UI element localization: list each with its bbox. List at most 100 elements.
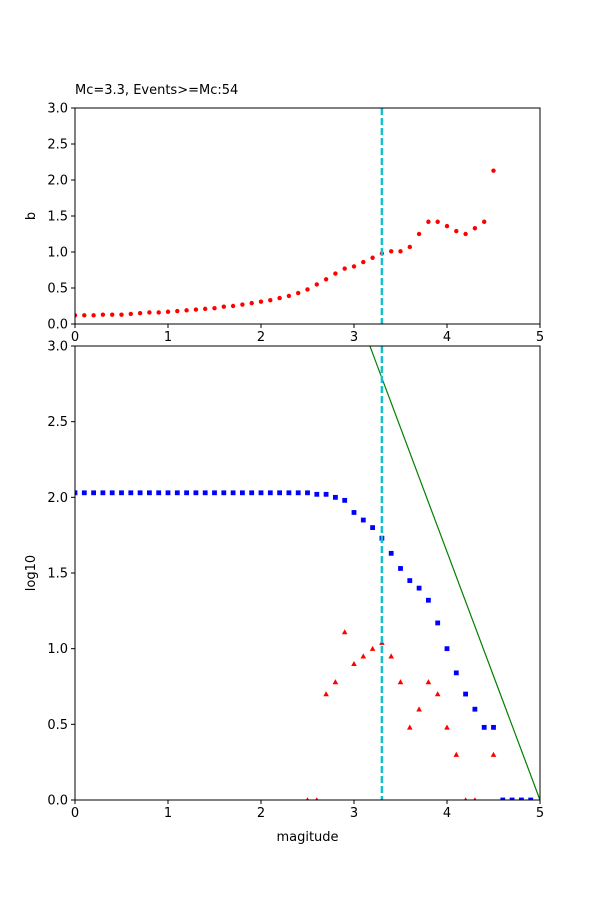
cumulative-point: [202, 490, 208, 496]
cumulative-series: [75, 490, 534, 800]
b-value-point: [472, 226, 478, 231]
cumulative-point: [370, 525, 375, 530]
cumulative-point: [463, 691, 468, 697]
cumulative-point: [75, 490, 78, 496]
b-value-point: [416, 231, 422, 237]
cumulative-point: [184, 490, 189, 496]
cumulative-point: [398, 566, 403, 571]
cumulative-point: [351, 510, 357, 515]
cumulative-point: [500, 797, 506, 800]
cumulative-point: [147, 490, 152, 496]
cumulative-point: [481, 724, 487, 730]
y-tick-label: 3.0: [47, 102, 68, 117]
b-value-point: [212, 305, 217, 311]
b-value-point: [444, 223, 450, 229]
b-value-point: [426, 219, 431, 224]
b-value-point: [165, 309, 171, 314]
cumulative-point: [174, 490, 180, 496]
y-tick-label: 1.5: [47, 567, 68, 582]
cumulative-point: [342, 497, 348, 503]
cumulative-point: [519, 797, 524, 800]
non-cumulative-point: [397, 679, 404, 685]
b-value-point: [407, 244, 412, 250]
non-cumulative-point: [351, 661, 357, 667]
non-cumulative-point: [323, 691, 329, 697]
cumulative-point: [81, 490, 87, 496]
x-tick-label: 0: [71, 806, 79, 821]
b-value-point: [137, 311, 143, 316]
b-value-point: [333, 271, 338, 276]
non-cumulative-point: [416, 706, 422, 712]
y-tick-label: 0.5: [47, 718, 68, 733]
cumulative-point: [453, 670, 459, 676]
non-cumulative-point: [425, 679, 432, 685]
non-cumulative-point: [388, 653, 394, 659]
b-value-point: [277, 295, 282, 301]
x-tick-label: 1: [164, 806, 172, 821]
cumulative-point: [193, 490, 199, 496]
x-tick-label: 5: [536, 806, 544, 821]
x-tick-label: 3: [350, 330, 358, 345]
b-value-point: [249, 300, 254, 306]
cumulative-point: [286, 490, 292, 496]
cumulative-point: [435, 620, 441, 626]
b-value-point: [398, 249, 403, 254]
b-value-point: [203, 306, 208, 312]
cumulative-point: [509, 797, 515, 800]
cumulative-point: [277, 490, 282, 496]
non-cumulative-point: [464, 797, 468, 800]
b-value-point: [75, 313, 78, 318]
y-tick-label: 2.0: [47, 174, 68, 189]
cumulative-point: [249, 490, 255, 496]
cumulative-point: [491, 724, 496, 730]
b-value-point: [482, 219, 487, 224]
cumulative-point: [472, 706, 478, 712]
cumulative-point: [119, 490, 124, 496]
cumulative-point: [323, 491, 329, 497]
non-cumulative-point: [315, 797, 319, 800]
cumulative-point: [388, 550, 394, 556]
chart-title: Mc=3.3, Events>=Mc:54: [75, 83, 238, 98]
y-tick-label: 3.0: [47, 340, 68, 355]
b-value-point: [314, 282, 319, 287]
cumulative-point: [212, 490, 217, 496]
b-value-point: [435, 219, 440, 224]
cumulative-point: [128, 490, 134, 496]
b-value-series: [75, 168, 496, 318]
cumulative-point: [230, 490, 236, 496]
b-value-panel: 0 1 2 3 4 5 0.0 0.5 1.0 1.5 2.0 2.5 3.0 Mc=3.3, Event…: [24, 83, 544, 345]
y-tick-label: 1.0: [47, 642, 68, 657]
cumulative-point: [100, 490, 106, 496]
cumulative-point: [407, 578, 413, 583]
b-value-point: [240, 302, 245, 307]
non-cumulative-point: [444, 724, 450, 730]
non-cumulative-point: [407, 724, 413, 730]
y-tick-label: 0.5: [47, 282, 68, 297]
b-value-point: [342, 266, 347, 271]
b-value-point: [100, 312, 106, 317]
x-tick-label: 2: [257, 330, 265, 345]
cumulative-point: [444, 646, 450, 652]
cumulative-point: [295, 490, 301, 496]
b-value-point: [268, 298, 273, 303]
b-value-point: [221, 304, 226, 309]
cumulative-point: [305, 490, 310, 496]
b-value-point: [128, 311, 133, 317]
b-value-point: [305, 287, 310, 292]
x-axis-label: magitude: [276, 830, 338, 845]
y-tick-label: 2.0: [47, 491, 68, 506]
cumulative-point: [360, 517, 366, 523]
cumulative-point: [240, 490, 245, 496]
cumulative-point: [416, 585, 422, 591]
non-cumulative-point: [490, 751, 497, 757]
b-value-point: [91, 313, 96, 318]
cumulative-point: [314, 491, 320, 497]
b-value-point: [361, 259, 366, 265]
y-axis-label: b: [24, 212, 39, 220]
b-value-point: [323, 277, 329, 282]
x-tick-label: 1: [164, 330, 172, 345]
plot-area: [75, 346, 540, 800]
b-value-point: [370, 255, 375, 260]
cumulative-point: [91, 490, 96, 496]
